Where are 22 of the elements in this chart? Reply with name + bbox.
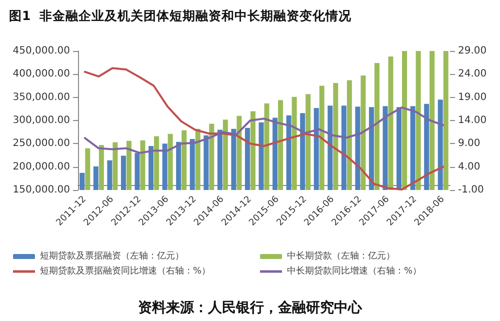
y-tick-label: 400,000.00 [12, 68, 70, 80]
y2-tick-label: 4.00 [458, 161, 480, 172]
y-tick-label: 200,000.00 [12, 161, 70, 172]
y2-tick-label: 24.00 [458, 68, 487, 80]
y2-tick-label: -1.00 [458, 184, 484, 196]
legend-label: 短期贷款及票据融资同比增速（右轴：%） [40, 266, 211, 276]
legend-label: 短期贷款及票据融资（左轴：亿元） [40, 250, 184, 262]
legend-label: 中长期贷款（左轴：亿元） [287, 250, 395, 262]
y2-tick-label: 29.00 [458, 46, 487, 56]
y-tick-label: 150,000.00 [12, 184, 70, 196]
legend-label: 中长期贷款同比增速（右轴：%） [287, 266, 422, 276]
chart-title: 图1 非金融企业及机关团体短期融资和中长期融资变化情况 [9, 8, 352, 23]
y-tick-label: 300,000.00 [12, 115, 70, 126]
text: 资料来源：人民银行，金融研究中心 [138, 299, 363, 316]
y2-tick-label: 19.00 [458, 92, 487, 103]
y-tick-label: 450,000.00 [12, 46, 70, 56]
line-series [84, 67, 444, 191]
y-tick-label: 250,000.00 [12, 138, 70, 150]
y2-tick-label: 9.00 [458, 138, 480, 150]
y-tick-label: 350,000.00 [12, 92, 70, 103]
line-series [84, 106, 444, 154]
y2-tick-label: 14.00 [458, 115, 487, 126]
